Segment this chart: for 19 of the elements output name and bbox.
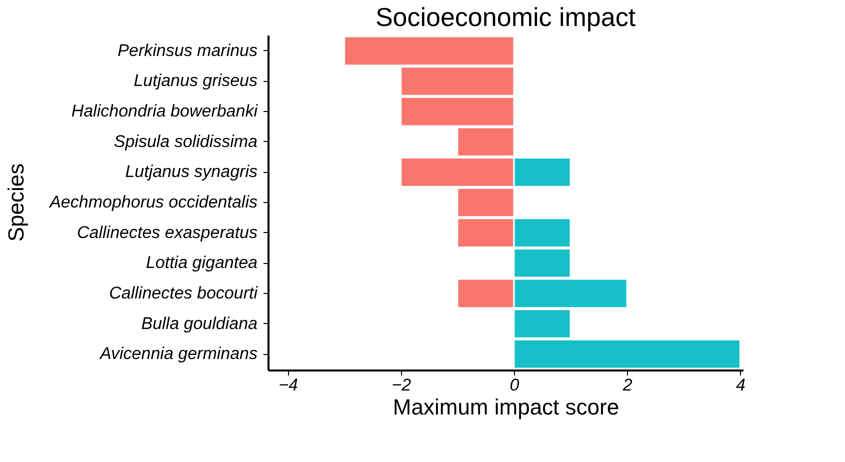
y-tick-label: Lutjanus griseus	[134, 71, 258, 90]
x-tick-label: 2	[622, 376, 633, 394]
x-tick-label: 4	[736, 376, 746, 394]
x-tick-label: −2	[392, 376, 412, 394]
y-tick-label: Spisula solidissima	[114, 132, 258, 151]
x-tick-label: 0	[510, 376, 520, 394]
y-tick-label: Callinectes bocourti	[109, 283, 259, 302]
y-tick-label: Perkinsus marinus	[118, 40, 258, 60]
y-tick-label: Aechmophorus occidentalis	[48, 192, 258, 212]
chart-title: Socioeconomic impact	[375, 2, 636, 32]
x-tick-label: −4	[278, 376, 298, 394]
x-axis-title: Maximum impact score	[392, 394, 620, 420]
y-tick-label: Lutjanus synagris	[125, 162, 258, 182]
y-tick-label: Lottia gigantea	[146, 253, 258, 272]
y-tick-label: Avicennia germinans	[99, 344, 258, 364]
y-axis-title: Species	[4, 163, 28, 242]
y-tick-label: Halichondria bowerbanki	[71, 102, 259, 121]
y-tick-label: Callinectes exasperatus	[77, 222, 258, 242]
y-tick-label: Bulla gouldiana	[141, 314, 258, 333]
